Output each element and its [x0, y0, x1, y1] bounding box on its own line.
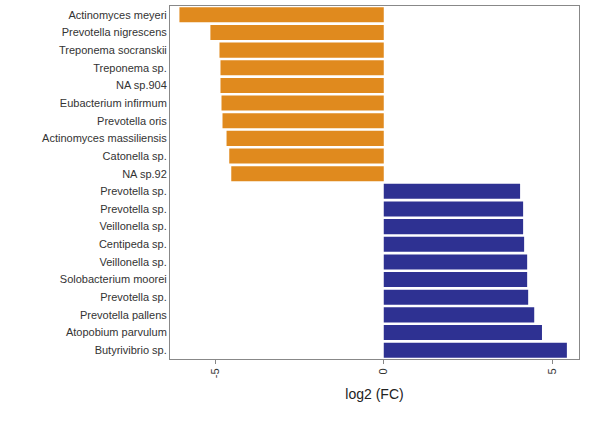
- svg-text:Butyrivibrio sp.: Butyrivibrio sp.: [95, 344, 167, 356]
- svg-text:0: 0: [377, 368, 389, 374]
- svg-text:Prevotella oris: Prevotella oris: [97, 115, 167, 127]
- svg-text:NA sp.904: NA sp.904: [116, 79, 167, 91]
- svg-text:Prevotella pallens: Prevotella pallens: [80, 309, 167, 321]
- svg-text:Eubacterium infirmum: Eubacterium infirmum: [60, 97, 167, 109]
- svg-text:5: 5: [546, 368, 558, 374]
- svg-text:log2 (FC): log2 (FC): [345, 386, 403, 402]
- svg-text:Veillonella sp.: Veillonella sp.: [100, 220, 167, 232]
- svg-text:Atopobium parvulum: Atopobium parvulum: [66, 326, 167, 338]
- svg-text:Treponema socranskii: Treponema socranskii: [59, 44, 167, 56]
- svg-text:Catonella sp.: Catonella sp.: [103, 150, 167, 162]
- svg-text:Prevotella nigrescens: Prevotella nigrescens: [62, 26, 168, 38]
- svg-text:Prevotella sp.: Prevotella sp.: [100, 203, 167, 215]
- svg-text:Treponema sp.: Treponema sp.: [93, 62, 167, 74]
- svg-text:-5: -5: [209, 368, 221, 378]
- svg-text:Prevotella sp.: Prevotella sp.: [100, 291, 167, 303]
- svg-text:Centipeda sp.: Centipeda sp.: [99, 238, 167, 250]
- svg-text:Actinomyces massiliensis: Actinomyces massiliensis: [42, 132, 167, 144]
- svg-text:Veillonella sp.: Veillonella sp.: [100, 256, 167, 268]
- svg-text:Actinomyces meyeri: Actinomyces meyeri: [68, 9, 166, 21]
- svg-text:Solobacterium moorei: Solobacterium moorei: [60, 273, 167, 285]
- svg-text:NA sp.92: NA sp.92: [122, 168, 167, 180]
- svg-text:Prevotella sp.: Prevotella sp.: [100, 185, 167, 197]
